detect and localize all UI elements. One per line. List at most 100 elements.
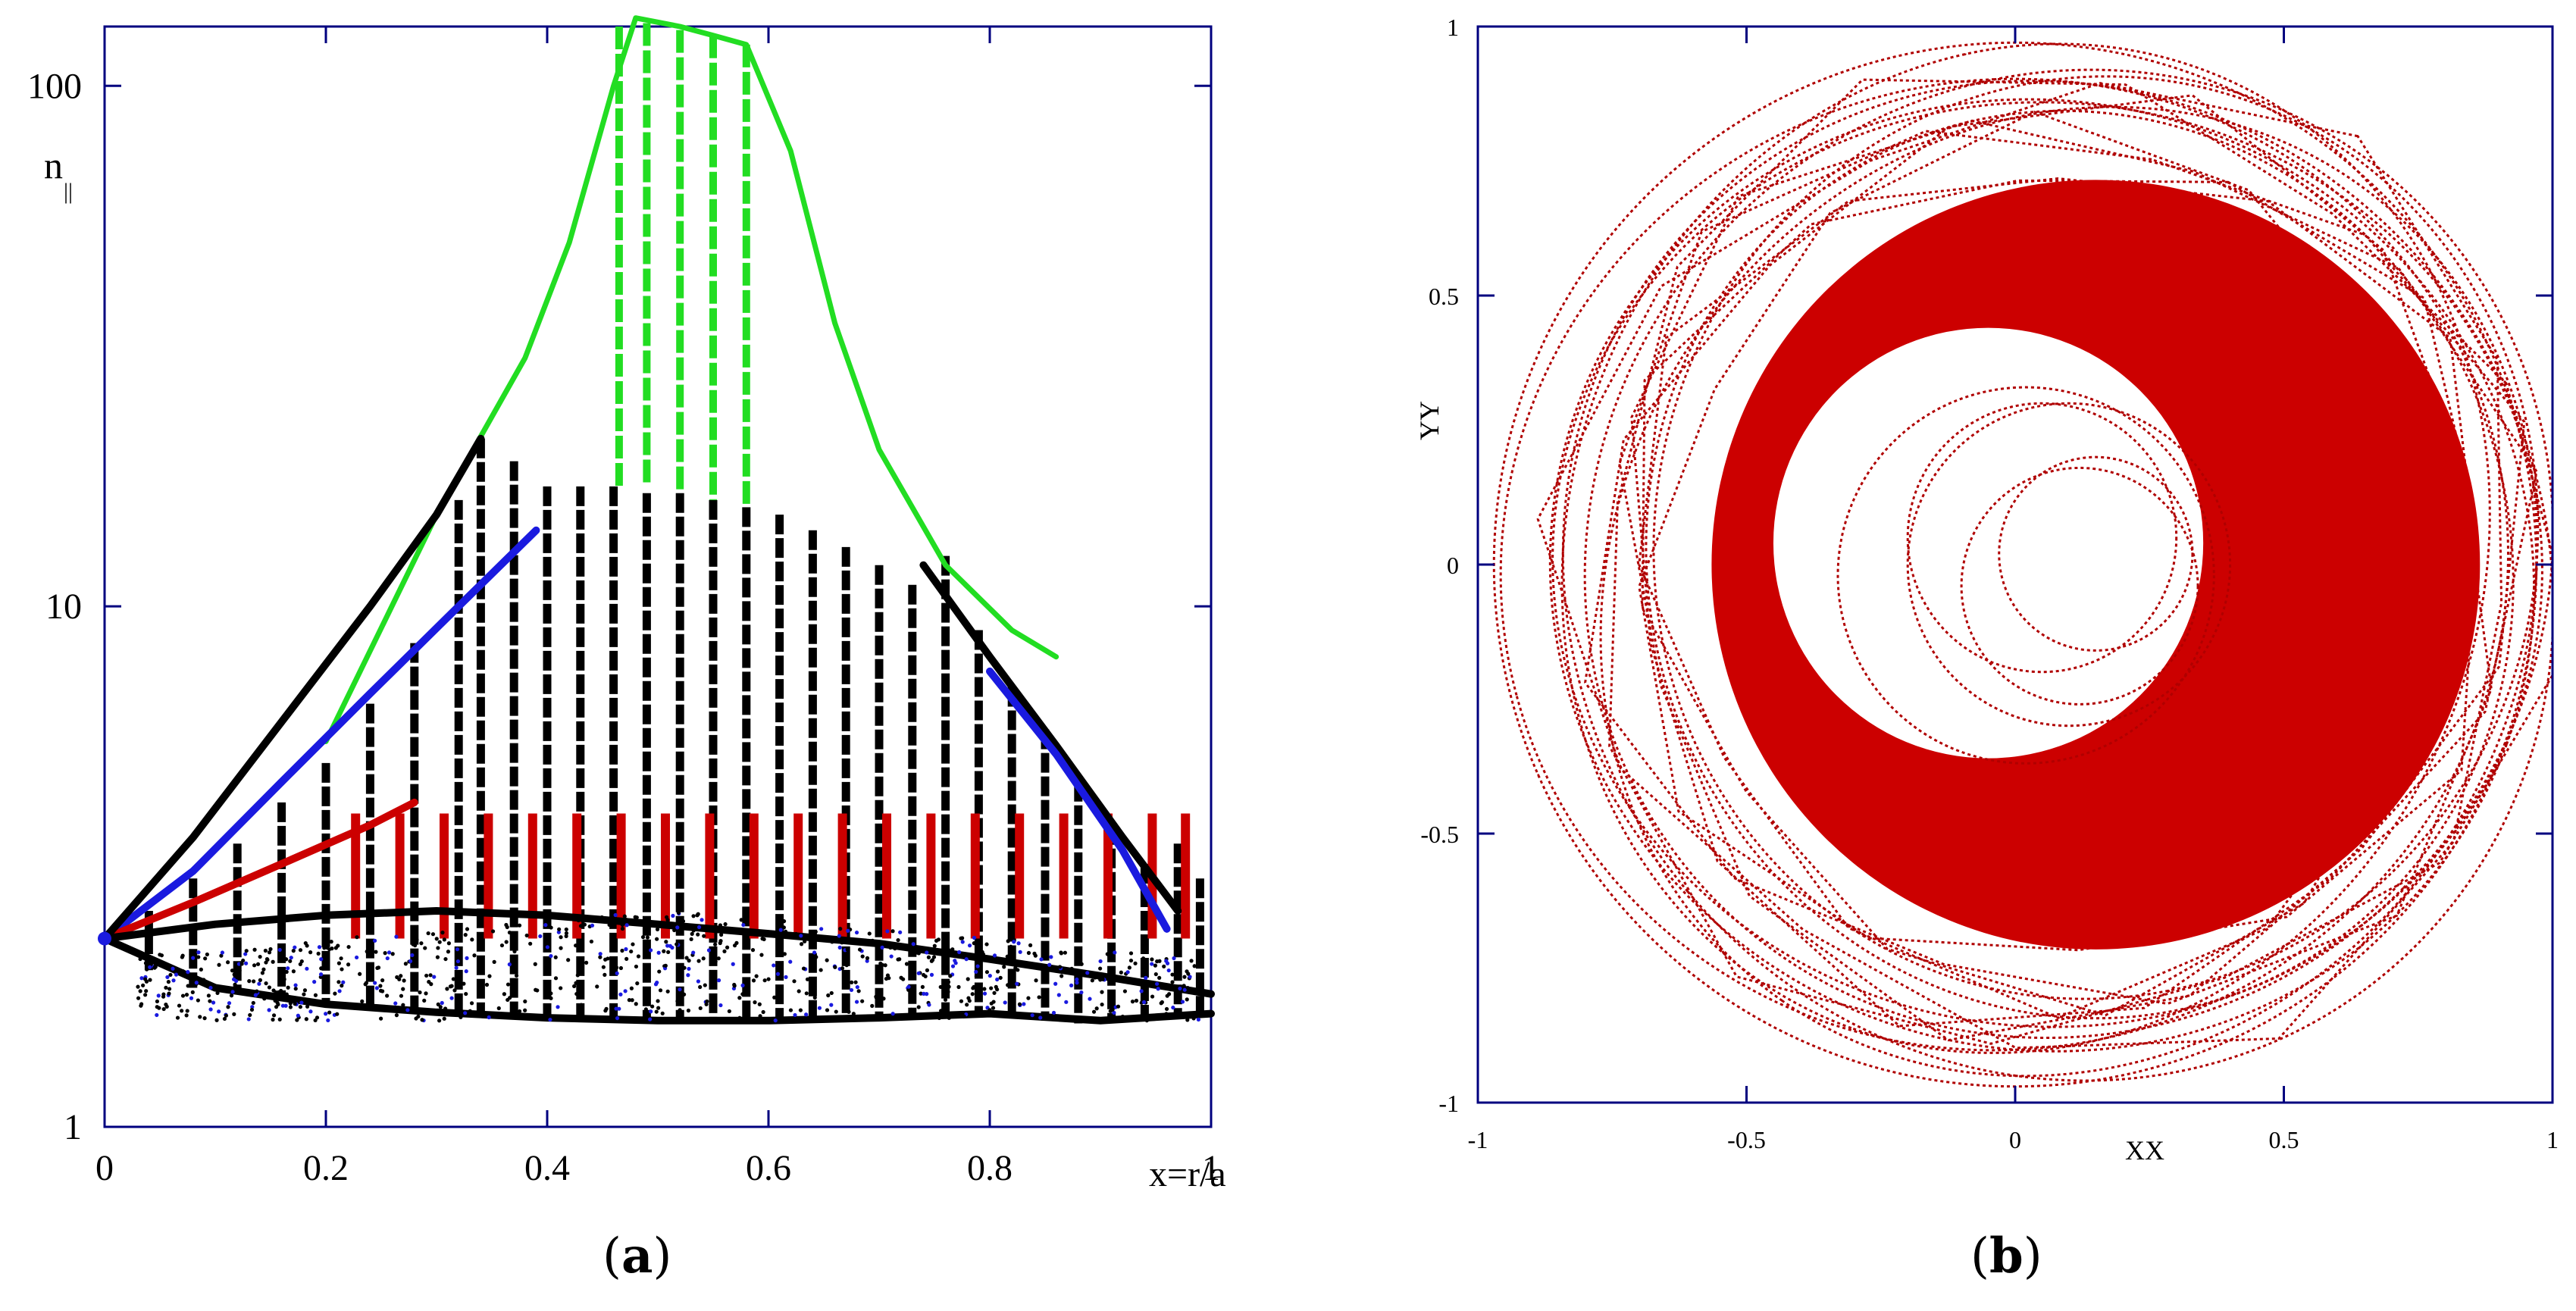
data-point xyxy=(859,940,863,944)
data-point xyxy=(644,989,649,993)
data-point xyxy=(442,1016,446,1021)
data-point xyxy=(390,952,395,956)
data-point xyxy=(184,1013,189,1018)
data-point xyxy=(696,912,700,916)
data-point xyxy=(265,957,270,962)
data-point xyxy=(291,969,296,974)
data-point xyxy=(252,979,256,984)
data-point xyxy=(502,992,506,997)
data-point xyxy=(1093,975,1097,980)
data-point xyxy=(577,939,582,943)
data-point xyxy=(298,1005,302,1009)
data-point xyxy=(436,1002,440,1006)
data-point xyxy=(906,987,911,992)
data-point xyxy=(772,963,776,968)
data-point xyxy=(670,945,675,950)
data-point xyxy=(973,956,978,961)
data-point xyxy=(219,953,224,958)
data-point xyxy=(874,1015,878,1020)
data-point xyxy=(157,1006,161,1010)
data-point xyxy=(911,942,916,946)
y-axis-label-subscript: || xyxy=(64,179,73,204)
data-point xyxy=(492,959,496,964)
data-point xyxy=(333,991,337,996)
data-point xyxy=(443,1006,448,1011)
data-point xyxy=(377,1006,383,1010)
data-point xyxy=(464,991,468,997)
data-point xyxy=(241,958,246,963)
data-point xyxy=(545,945,550,950)
data-point xyxy=(327,1010,332,1015)
data-point xyxy=(308,1009,313,1014)
data-point xyxy=(180,953,185,958)
data-point xyxy=(656,950,661,955)
data-point xyxy=(226,1005,230,1009)
data-point xyxy=(784,975,788,979)
column-group-a xyxy=(144,23,1204,1024)
data-point xyxy=(194,981,199,985)
data-point xyxy=(191,956,196,960)
data-point xyxy=(643,1007,648,1012)
data-point xyxy=(946,990,950,994)
data-point xyxy=(888,945,893,950)
data-point xyxy=(896,957,900,962)
data-point xyxy=(732,943,737,948)
data-point xyxy=(825,958,829,962)
data-point xyxy=(499,943,505,948)
data-point xyxy=(1005,954,1009,959)
data-point xyxy=(250,1005,255,1009)
data-point xyxy=(505,982,511,987)
data-point xyxy=(754,974,759,978)
data-point xyxy=(523,1008,527,1012)
data-point xyxy=(233,978,239,984)
data-point xyxy=(989,1001,994,1006)
data-point xyxy=(160,961,164,966)
data-point xyxy=(759,953,764,957)
data-point xyxy=(440,931,445,935)
data-point xyxy=(696,959,701,963)
data-point xyxy=(627,998,631,1003)
data-point xyxy=(496,1006,501,1011)
data-point xyxy=(239,962,244,966)
data-point xyxy=(227,1001,232,1006)
data-point xyxy=(784,929,788,934)
data-point xyxy=(636,954,641,959)
data-point xyxy=(139,1002,144,1006)
data-point xyxy=(929,972,934,977)
data-point xyxy=(644,929,649,934)
data-point xyxy=(368,967,373,972)
data-point xyxy=(1119,978,1123,982)
data-point xyxy=(1170,980,1175,984)
data-point xyxy=(424,973,429,978)
data-point xyxy=(1133,961,1138,965)
data-point xyxy=(740,983,745,987)
data-point xyxy=(624,956,629,962)
data-point xyxy=(502,1012,508,1017)
data-point xyxy=(326,1018,330,1023)
data-point xyxy=(666,950,671,955)
data-point xyxy=(293,1002,297,1006)
data-point xyxy=(167,987,172,991)
data-point xyxy=(678,987,682,992)
data-point xyxy=(414,959,418,963)
data-point xyxy=(196,955,201,959)
data-point xyxy=(291,949,296,953)
data-point xyxy=(1128,958,1134,963)
data-point xyxy=(267,1008,271,1012)
data-point xyxy=(138,989,142,993)
data-point xyxy=(419,941,424,946)
data-point xyxy=(788,1008,793,1012)
data-point xyxy=(601,965,606,969)
data-point xyxy=(722,949,727,954)
data-point xyxy=(700,918,704,922)
data-point xyxy=(1165,961,1170,965)
data-point xyxy=(418,990,422,995)
data-point xyxy=(1026,996,1031,1000)
data-point xyxy=(304,1017,308,1022)
data-point xyxy=(972,984,976,989)
data-point xyxy=(1100,972,1104,978)
data-point xyxy=(716,956,721,961)
panel-b-letter: b xyxy=(1989,1228,2024,1284)
data-point xyxy=(1032,951,1037,956)
data-point xyxy=(898,930,903,934)
